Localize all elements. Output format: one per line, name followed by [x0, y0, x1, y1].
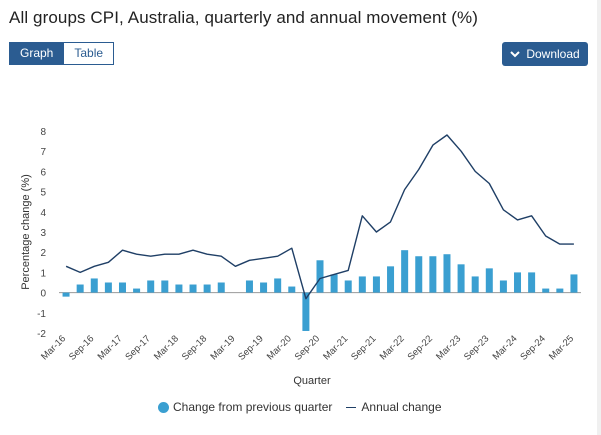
- y-tick-label: 4: [40, 208, 46, 219]
- x-tick-label: Mar-24: [491, 333, 520, 362]
- bar-quarterly-change: [542, 288, 550, 293]
- x-tick-label: Sep-18: [180, 333, 209, 362]
- y-tick-label: 3: [40, 228, 46, 239]
- bar-quarterly-change: [485, 268, 493, 293]
- tab-table[interactable]: Table: [64, 42, 115, 65]
- y-tick-label: 6: [40, 167, 46, 178]
- bar-quarterly-change: [401, 250, 409, 293]
- x-tick-label: Mar-23: [434, 333, 463, 362]
- x-tick-label: Sep-22: [406, 333, 435, 362]
- bar-quarterly-change: [217, 282, 225, 293]
- x-tick-label: Sep-21: [349, 333, 378, 362]
- y-axis-title: Percentage change (%): [20, 174, 32, 290]
- bar-quarterly-change: [514, 272, 522, 293]
- bar-quarterly-change: [175, 284, 183, 293]
- x-tick-label: Sep-19: [236, 333, 265, 362]
- bar-quarterly-change: [556, 288, 564, 293]
- y-tick-label: -2: [37, 329, 46, 340]
- x-tick-label: Sep-16: [67, 333, 96, 362]
- y-tick-label: 0: [40, 289, 46, 300]
- legend-marker-line: [346, 406, 357, 408]
- bar-quarterly-change: [316, 260, 324, 293]
- bar-quarterly-change: [429, 256, 437, 293]
- legend-item-quarterly[interactable]: Change from previous quarter: [158, 400, 332, 414]
- bar-quarterly-change: [260, 282, 268, 293]
- legend-marker-bar: [158, 401, 169, 413]
- bar-quarterly-change: [147, 280, 155, 293]
- download-label: Download: [526, 47, 580, 61]
- bar-quarterly-change: [499, 280, 507, 293]
- x-tick-label: Mar-19: [208, 333, 237, 362]
- x-tick-label: Sep-24: [518, 333, 547, 362]
- tab-graph[interactable]: Graph: [9, 42, 65, 65]
- bar-quarterly-change: [62, 292, 70, 297]
- y-tick-label: 5: [40, 188, 46, 199]
- bar-quarterly-change: [457, 264, 465, 293]
- bar-quarterly-change: [104, 282, 112, 293]
- x-tick-label: Mar-25: [547, 333, 576, 362]
- y-tick-label: 7: [40, 147, 46, 158]
- y-tick-label: 2: [40, 248, 46, 259]
- bar-quarterly-change: [161, 280, 169, 293]
- view-toggle: Graph Table: [9, 42, 115, 65]
- x-tick-label: Sep-17: [123, 333, 152, 362]
- x-tick-label: Mar-20: [265, 333, 294, 362]
- scrollbar[interactable]: [597, 0, 601, 435]
- x-tick-label: Sep-23: [462, 333, 491, 362]
- legend-label-annual: Annual change: [361, 400, 442, 414]
- bar-quarterly-change: [528, 272, 536, 293]
- y-tick-label: 1: [40, 268, 46, 279]
- line-annual-change: [65, 134, 574, 300]
- chart-legend: Change from previous quarter Annual chan…: [158, 400, 456, 414]
- bar-quarterly-change: [387, 266, 395, 293]
- x-tick-label: Mar-17: [96, 333, 125, 362]
- legend-item-annual[interactable]: Annual change: [346, 400, 442, 414]
- y-tick-label: -1: [37, 309, 46, 320]
- bar-quarterly-change: [358, 276, 366, 293]
- bar-quarterly-change: [133, 288, 141, 293]
- bar-quarterly-change: [471, 276, 479, 293]
- x-axis-title: Quarter: [293, 375, 331, 387]
- bar-quarterly-change: [302, 292, 310, 331]
- chevron-down-icon: [510, 50, 521, 58]
- bar-quarterly-change: [90, 278, 98, 293]
- bar-quarterly-change: [372, 276, 380, 293]
- bar-quarterly-change: [118, 282, 126, 293]
- download-button[interactable]: Download: [502, 42, 588, 66]
- x-tick-label: Mar-22: [378, 333, 407, 362]
- bar-quarterly-change: [245, 280, 253, 293]
- x-tick-label: Mar-21: [321, 333, 350, 362]
- y-tick-label: 8: [40, 127, 46, 138]
- bar-quarterly-change: [274, 278, 282, 293]
- bar-quarterly-change: [189, 284, 197, 293]
- legend-label-quarterly: Change from previous quarter: [173, 400, 333, 414]
- bar-quarterly-change: [415, 256, 423, 293]
- bar-quarterly-change: [443, 254, 451, 293]
- bar-quarterly-change: [288, 286, 296, 293]
- page-title: All groups CPI, Australia, quarterly and…: [9, 8, 479, 27]
- bar-quarterly-change: [570, 274, 578, 293]
- x-tick-label: Sep-20: [293, 333, 322, 362]
- bar-quarterly-change: [330, 274, 338, 293]
- bar-quarterly-change: [203, 284, 211, 293]
- bar-quarterly-change: [76, 284, 84, 293]
- bar-quarterly-change: [344, 280, 352, 293]
- x-tick-label: Mar-18: [152, 333, 181, 362]
